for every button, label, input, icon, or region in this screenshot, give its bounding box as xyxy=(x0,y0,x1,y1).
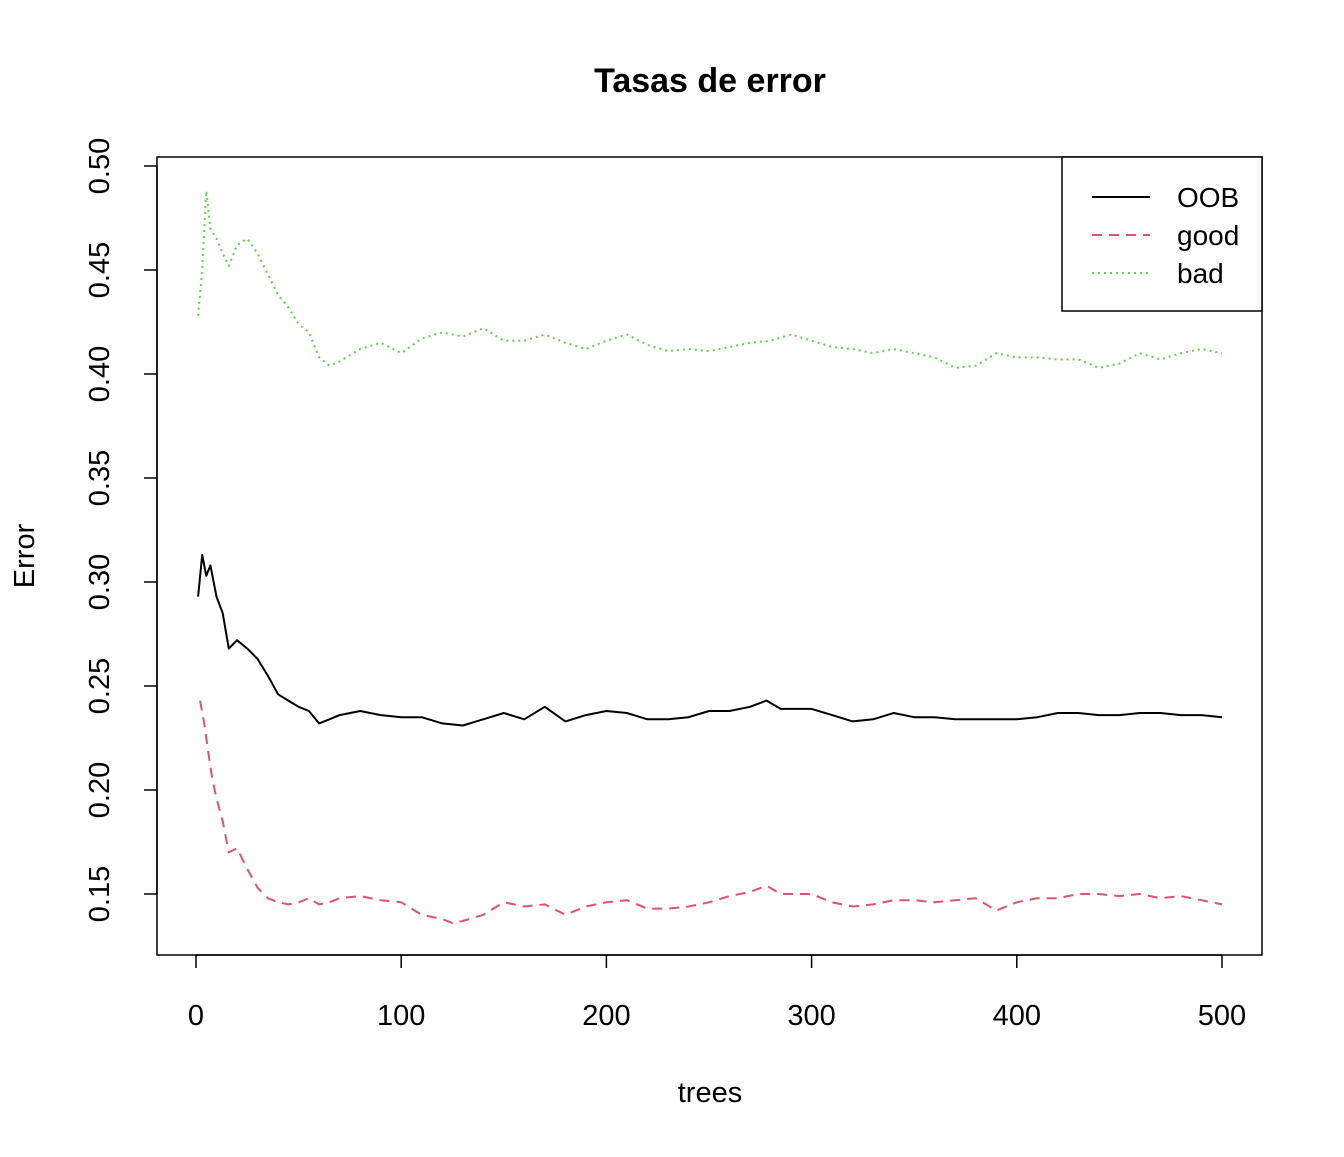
y-tick-label: 0.45 xyxy=(84,242,116,298)
y-tick-label: 0.30 xyxy=(84,554,116,610)
y-tick-label: 0.35 xyxy=(84,450,116,506)
legend-entry-label: good xyxy=(1177,220,1239,251)
y-tick-label: 0.25 xyxy=(84,658,116,714)
chart-title: Tasas de error xyxy=(594,62,826,100)
x-tick-label: 300 xyxy=(787,1000,835,1032)
series-line-oob xyxy=(197,554,1223,727)
series-line-good xyxy=(199,700,1223,925)
y-tick-label: 0.20 xyxy=(84,762,116,818)
y-tick-label: 0.50 xyxy=(84,138,116,194)
y-tick-label: 0.15 xyxy=(84,866,116,922)
x-tick-label: 400 xyxy=(993,1000,1041,1032)
legend-entry-label: OOB xyxy=(1177,182,1239,213)
x-tick-label: 500 xyxy=(1198,1000,1246,1032)
y-tick-label: 0.40 xyxy=(84,346,116,402)
x-tick-label: 100 xyxy=(377,1000,425,1032)
legend-entry-label: bad xyxy=(1177,258,1224,289)
plot-area: 0 100 200 300 400 500 0.15 0.20 0.25 0.30 0.35 0.40… xyxy=(84,138,1263,1032)
x-axis-label: trees xyxy=(678,1077,742,1109)
x-tick-label: 0 xyxy=(188,1000,204,1032)
x-tick-label: 200 xyxy=(582,1000,630,1032)
y-axis-label: Error xyxy=(9,523,41,588)
